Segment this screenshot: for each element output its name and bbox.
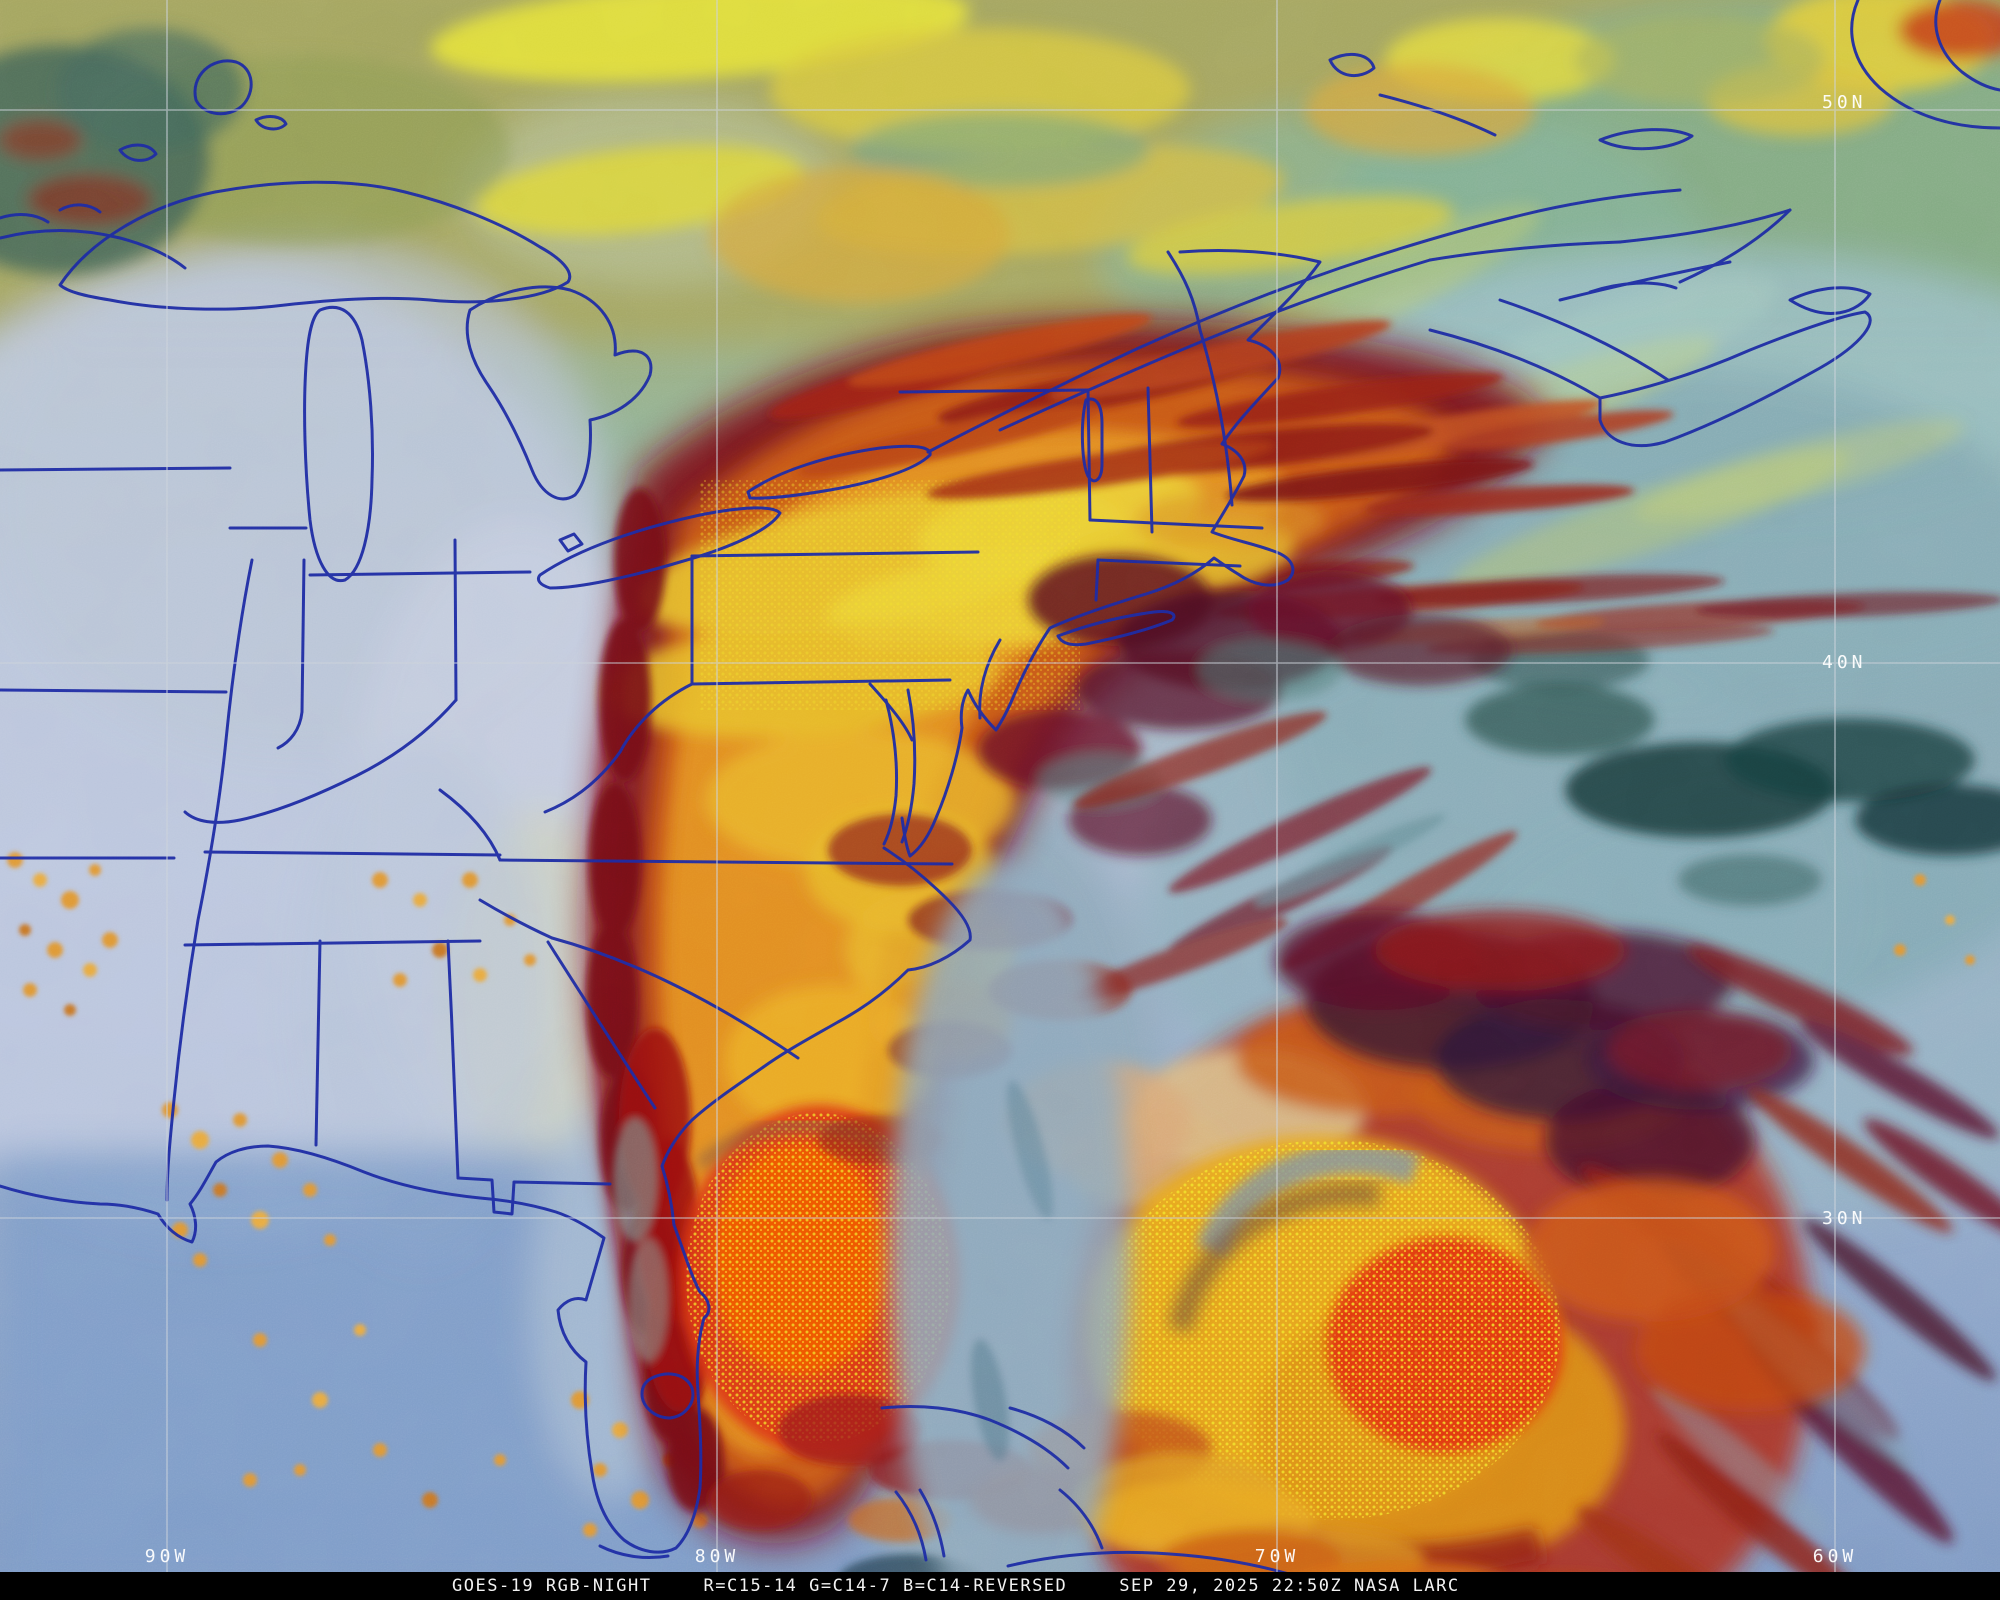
caption-timestamp-credit-label: SEP 29, 2025 22:50Z NASA LARC [1119, 1576, 1460, 1596]
caption-product-label: GOES-19 RGB-NIGHT [452, 1576, 652, 1596]
caption-bar: GOES-19 RGB-NIGHT R=C15-14 G=C14-7 B=C14… [0, 1572, 2000, 1600]
caption-channel-recipe-label: R=C15-14 G=C14-7 B=C14-REVERSED [703, 1576, 1068, 1596]
